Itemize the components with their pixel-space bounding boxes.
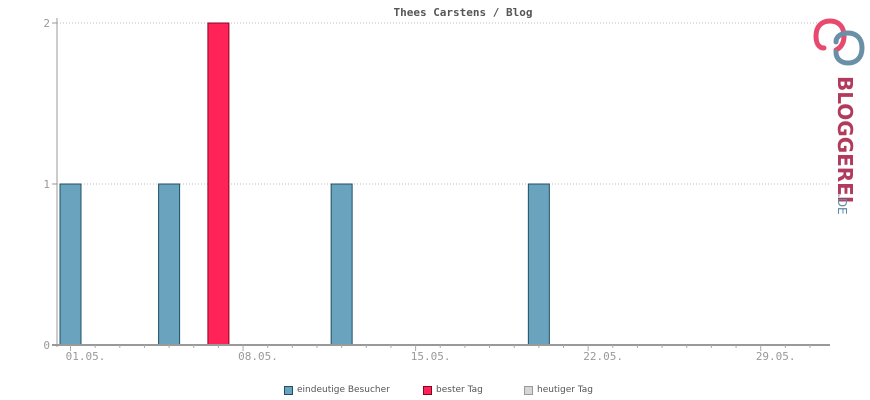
bar-series-1-0 — [207, 22, 230, 346]
legend-swatch-today — [524, 385, 533, 395]
logo-mark-icon — [813, 18, 865, 66]
chart-title: Thees Carstens / Blog — [393, 6, 532, 19]
y-tick-label-1: 1 — [43, 178, 50, 191]
legend-label-best-day: bester Tag — [436, 385, 483, 395]
x-tick-label-3: 22.05. — [583, 350, 623, 363]
legend-swatch-unique-visitors — [284, 385, 293, 395]
axes: 0 1 2 01.05. 08.05. 15.05. 22.05. 29.05. — [43, 17, 830, 363]
legend-label-unique-visitors: eindeutige Besucher — [297, 385, 390, 395]
legend: eindeutige Besucher bester Tag heutiger … — [0, 385, 870, 399]
legend-item-today: heutiger Tag — [524, 385, 593, 395]
legend-swatch-best-day — [423, 385, 432, 395]
x-tick-label-1: 08.05. — [238, 350, 278, 363]
y-tick-label-2: 2 — [43, 17, 50, 30]
bar-series-0-0 — [59, 183, 82, 346]
x-tick-label-4: 29.05. — [756, 350, 796, 363]
legend-label-today: heutiger Tag — [537, 385, 594, 395]
logo-suffix: .DE — [835, 194, 849, 215]
legend-item-best-day: bester Tag — [423, 385, 483, 395]
grid-lines — [57, 22, 830, 185]
x-tick-label-2: 15.05. — [411, 350, 451, 363]
bloggerei-logo: BLOGGEREI .DE — [813, 18, 865, 215]
bars — [59, 22, 550, 346]
bar-series-0-1 — [158, 183, 181, 346]
y-tick-label-0: 0 — [43, 339, 50, 352]
legend-item-unique-visitors: eindeutige Besucher — [284, 385, 390, 395]
bar-series-0-2 — [330, 183, 353, 346]
bar-series-0-3 — [527, 183, 550, 346]
logo-text: BLOGGEREI — [833, 76, 857, 203]
x-tick-label-0: 01.05. — [66, 350, 106, 363]
